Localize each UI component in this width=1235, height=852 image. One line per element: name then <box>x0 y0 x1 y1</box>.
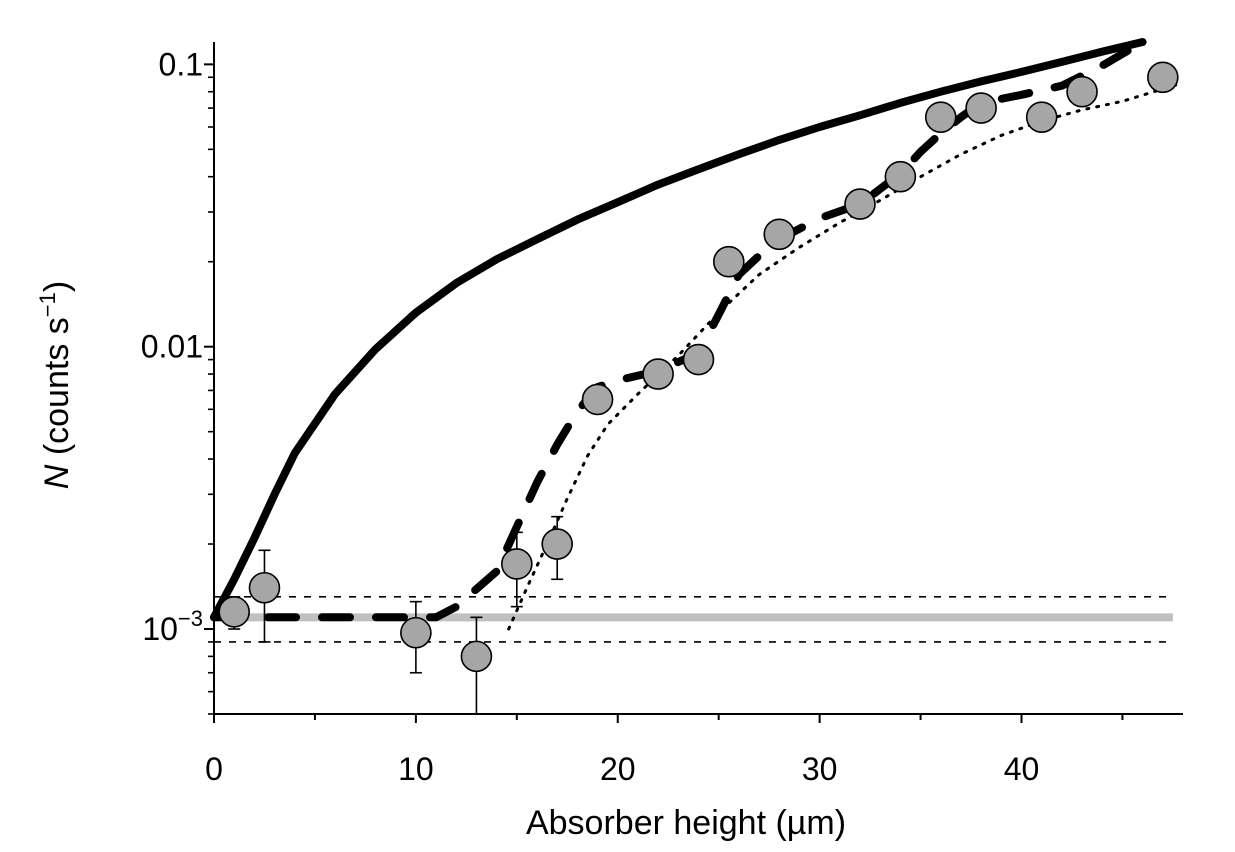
x-tick-label: 0 <box>205 751 223 787</box>
data-point <box>248 571 281 604</box>
data-point <box>1025 101 1058 133</box>
y-tick-label-base: 10 <box>142 611 178 647</box>
y-axis-title-close: ) <box>38 281 76 292</box>
y-tick-label: 0.1 <box>159 46 203 82</box>
axes-layer <box>204 42 1183 723</box>
data-point <box>844 188 876 220</box>
x-tick-label: 40 <box>1004 751 1040 787</box>
data-point <box>682 343 715 376</box>
data-point <box>1147 61 1179 94</box>
data-markers-layer <box>218 61 1179 673</box>
dashed-curve <box>210 38 1147 622</box>
x-tick-label: 20 <box>600 751 636 787</box>
data-point <box>460 640 493 673</box>
data-point <box>884 160 917 193</box>
data-point <box>924 101 957 133</box>
data-point <box>763 218 796 251</box>
y-axis-title-symbol: N <box>38 464 76 489</box>
y-axis-title-unit: (counts s <box>38 317 76 464</box>
background-band-layer <box>214 596 1173 643</box>
x-tick-label: 30 <box>802 751 838 787</box>
data-point <box>712 245 745 278</box>
x-axis-title: Absorber height (µm) <box>526 804 846 842</box>
data-point <box>965 92 997 124</box>
solid-curve <box>210 38 1147 622</box>
y-tick-label-exponent: −3 <box>178 606 203 631</box>
data-point <box>218 596 250 628</box>
y-tick-label: 0.01 <box>141 329 203 365</box>
data-point <box>541 528 573 560</box>
y-axis-title-exponent: −1 <box>35 292 60 317</box>
y-tick-label: 10−3 <box>142 606 203 647</box>
data-point <box>1066 75 1098 108</box>
x-tick-label: 10 <box>398 751 434 787</box>
data-point <box>581 383 614 416</box>
data-point <box>400 616 432 649</box>
y-axis-title: N (counts s−1) <box>35 281 76 489</box>
dotted-curve <box>507 81 1185 631</box>
data-point <box>642 358 674 390</box>
data-point <box>501 548 533 580</box>
